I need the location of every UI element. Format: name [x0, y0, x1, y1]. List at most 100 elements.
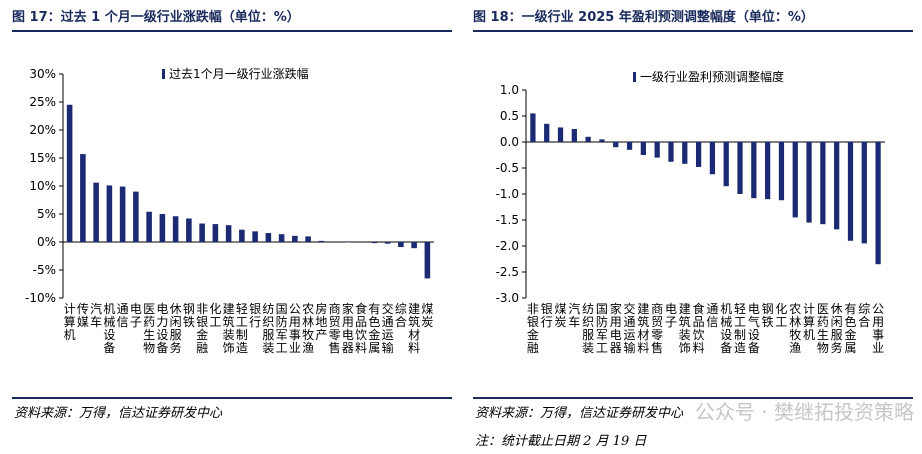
left-category-label: 产 [315, 328, 327, 342]
left-bar [239, 229, 245, 242]
left-category-label: 服 [262, 328, 274, 342]
left-y-tick-label: 0% [37, 235, 56, 249]
left-category-label: 备 [156, 341, 168, 355]
watermark: 公众号 · 樊继拓投资策略 [694, 400, 914, 424]
left-category-label: 贸 [329, 315, 341, 329]
right-category-label: 器 [610, 341, 622, 355]
right-bar [640, 142, 646, 155]
left-bar [318, 240, 325, 242]
right-bar [654, 142, 660, 158]
left-category-label: 通 [382, 315, 394, 329]
left-category-label: 料 [408, 341, 420, 355]
left-category-label: 建 [223, 302, 235, 316]
left-category-label: 农 [302, 302, 314, 316]
right-y-tick-label: 0.0 [500, 135, 519, 149]
right-category-label: 子 [665, 315, 677, 329]
right-category-label: 工 [775, 315, 787, 329]
left-category-label: 用 [342, 315, 354, 329]
right-category-label: 金 [844, 327, 856, 342]
right-category-label: 装 [582, 341, 594, 355]
right-category-label: 色 [844, 315, 856, 329]
right-bar [544, 123, 550, 142]
left-bar [212, 224, 219, 242]
right-bar [571, 129, 577, 142]
left-category-label: 通 [117, 302, 129, 316]
left-category-label: 传 [77, 301, 89, 316]
left-category-label: 综 [395, 302, 407, 316]
left-title-rule [12, 30, 452, 32]
right-category-label: 设 [720, 328, 732, 342]
left-bar [119, 186, 126, 242]
left-y-tick-label: 15% [29, 151, 56, 165]
left-category-label: 材 [408, 328, 420, 342]
right-category-label: 工 [734, 315, 746, 329]
left-y-tick-label: 25% [29, 95, 56, 109]
right-category-label: 炭 [555, 315, 567, 329]
right-y-tick-label: -3.0 [496, 291, 519, 305]
right-y-tick-label: -2.5 [496, 265, 519, 279]
left-category-label: 钢 [183, 302, 195, 316]
left-source-rule [12, 397, 452, 399]
right-category-label: 食 [693, 301, 705, 316]
right-category-label: 军 [596, 328, 608, 342]
left-category-label: 军 [276, 328, 288, 342]
right-bar [682, 142, 688, 164]
right-bar [613, 142, 619, 148]
left-bar [384, 242, 391, 244]
right-category-label: 机 [803, 328, 815, 342]
right-category-label: 售 [651, 340, 663, 355]
right-category-label: 事 [872, 328, 884, 342]
left-y-tick-label: 30% [29, 67, 56, 81]
left-category-label: 行 [249, 315, 261, 329]
right-category-label: 渔 [789, 341, 801, 355]
right-bar [557, 127, 564, 142]
left-y-tick-label: 10% [29, 179, 56, 193]
left-category-label: 闲 [170, 315, 182, 329]
left-category-label: 有 [368, 302, 380, 316]
right-chart-title: 图 18：一级行业 2025 年盈利预测调整幅度（单位：%） [473, 10, 814, 25]
left-category-label: 品 [355, 315, 367, 329]
left-category-label: 铁 [183, 315, 195, 329]
left-category-label: 交 [382, 301, 394, 316]
left-bar [225, 225, 232, 242]
left-category-label: 属 [368, 341, 380, 355]
left-category-label: 银 [196, 315, 208, 329]
left-category-label: 药 [143, 315, 155, 329]
right-category-label: 机 [720, 302, 732, 316]
right-bar [847, 142, 854, 241]
right-category-label: 车 [568, 314, 580, 329]
right-category-label: 造 [734, 341, 746, 355]
left-category-label: 事 [289, 328, 301, 342]
right-category-label: 料 [637, 341, 649, 355]
left-category-label: 电 [342, 328, 354, 342]
right-category-label: 铁 [762, 315, 774, 329]
right-category-label: 钢 [762, 302, 774, 316]
left-category-label: 房 [315, 301, 327, 316]
left-y-tick-label: 20% [29, 123, 56, 137]
right-bar [626, 142, 633, 150]
right-bar [751, 142, 757, 199]
left-legend-label: 过去1个月一级行业涨跌幅 [169, 66, 309, 81]
right-category-label: 建 [679, 302, 691, 316]
right-category-label: 务 [831, 340, 843, 355]
left-category-label: 商 [329, 301, 341, 316]
left-chart-title: 图 17：过去 1 个月一级行业涨跌幅（单位：%） [12, 10, 300, 25]
left-category-label: 器 [342, 341, 354, 355]
left-category-label: 合 [395, 314, 407, 329]
right-category-label: 交 [624, 301, 636, 316]
right-category-label: 用 [872, 315, 884, 329]
left-category-label: 食 [355, 301, 367, 316]
left-bar [305, 236, 311, 242]
right-category-label: 运 [624, 328, 636, 342]
left-category-label: 设 [156, 328, 168, 342]
right-category-label: 贸 [651, 315, 663, 329]
left-bar [331, 241, 338, 242]
left-source: 资料来源：万得，信达证券研发中心 [14, 406, 223, 421]
left-bar [146, 211, 152, 242]
right-category-label: 制 [734, 328, 746, 342]
right-category-label: 筑 [679, 314, 691, 329]
left-category-label: 机 [64, 328, 76, 342]
right-bar [806, 142, 812, 223]
left-category-label: 医 [143, 302, 155, 316]
right-category-label: 农 [789, 302, 801, 316]
